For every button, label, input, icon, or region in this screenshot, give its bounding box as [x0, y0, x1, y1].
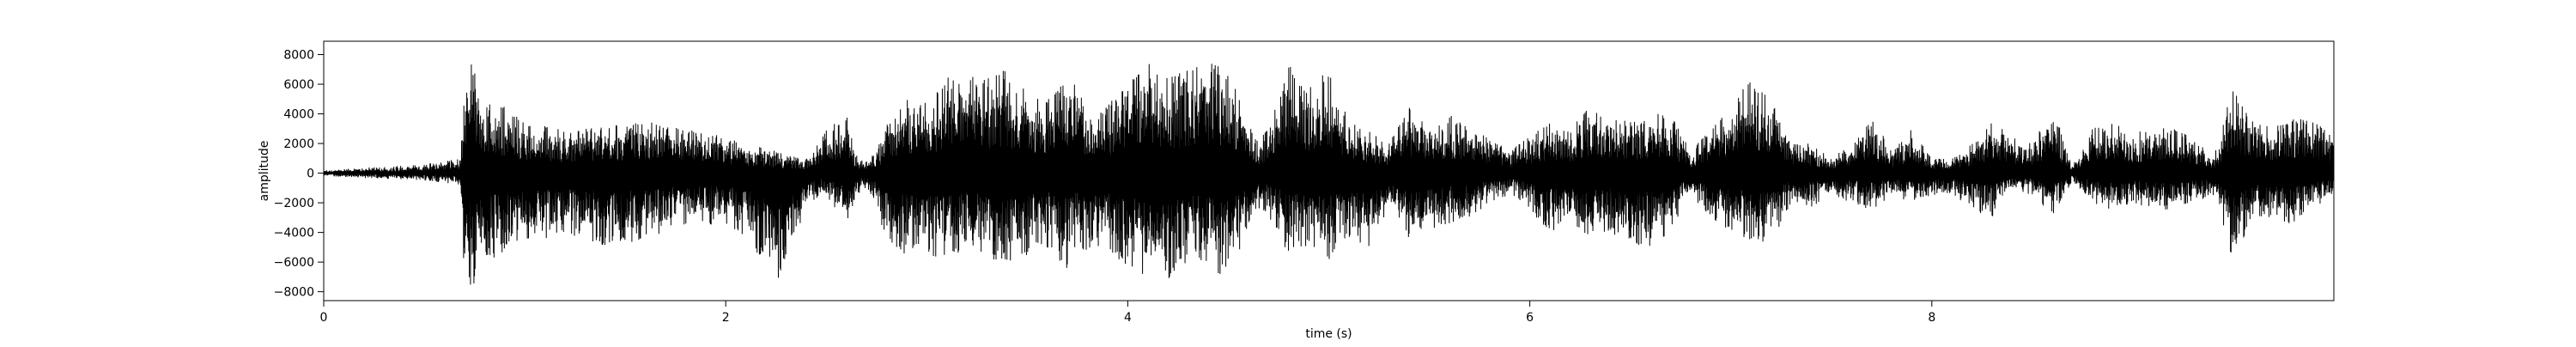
- waveform-series-line: [324, 64, 2334, 285]
- y-tick-label: 6000: [283, 78, 314, 92]
- x-axis-label: time (s): [1305, 327, 1352, 341]
- y-tick-label: −2000: [274, 197, 314, 210]
- y-axis: −8000 −6000 −4000 −2000 0 2000 4000 6000 8000: [274, 49, 324, 300]
- x-tick-label: 4: [1124, 311, 1132, 325]
- waveform-plot: [324, 64, 2334, 285]
- y-axis-label: amplitude: [258, 141, 271, 202]
- y-tick-label: 8000: [283, 49, 314, 63]
- plot-frame: [323, 40, 2335, 301]
- y-tick-label: −6000: [274, 256, 314, 270]
- x-tick-label: 6: [1526, 311, 1534, 325]
- y-tick-label: 4000: [283, 108, 314, 122]
- y-tick-label: −4000: [274, 227, 314, 240]
- x-tick-label: 2: [722, 311, 730, 325]
- x-tick-label: 8: [1928, 311, 1935, 325]
- y-tick-label: 0: [307, 167, 314, 181]
- x-axis: 0 2 4 6 8: [320, 301, 1935, 325]
- x-tick-label: 0: [320, 311, 328, 325]
- y-tick-label: 2000: [283, 137, 314, 151]
- y-tick-label: −8000: [274, 286, 314, 300]
